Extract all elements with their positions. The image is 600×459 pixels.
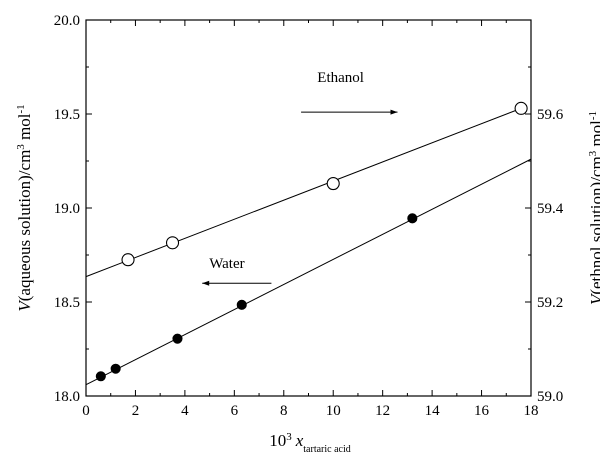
x-tick-label: 2 — [132, 403, 140, 419]
y-left-tick-label: 18.5 — [54, 295, 80, 311]
data-point-water — [172, 333, 183, 344]
y-right-title-italic: V — [587, 292, 600, 305]
plot-frame — [85, 19, 532, 397]
y-right-title-tail: mol — [587, 120, 600, 151]
y-right-title-sup2: -1 — [587, 111, 599, 120]
y-right-axis-title: V(ethnol solution)/cm3 mol-1 — [587, 111, 600, 305]
data-point-ethanol — [514, 101, 528, 115]
data-point-water — [110, 363, 121, 374]
annotation-arrow-head-water — [202, 280, 210, 286]
y-left-tick-label: 19.0 — [54, 201, 80, 217]
x-tick-label: 12 — [375, 403, 390, 419]
y-right-title-main: (ethnol solution)/cm — [587, 156, 600, 294]
x-tick-label: 18 — [524, 403, 539, 419]
data-point-water — [95, 371, 106, 382]
x-axis-title-var: x — [295, 431, 304, 450]
y-left-title-tail: mol — [15, 113, 34, 144]
x-axis-title-base: 10 — [269, 431, 286, 450]
x-tick-label: 6 — [231, 403, 239, 419]
x-tick-label: 10 — [326, 403, 341, 419]
y-left-tick-label: 18.0 — [54, 389, 80, 405]
x-tick-label: 8 — [280, 403, 288, 419]
x-tick-label: 14 — [425, 403, 441, 419]
data-point-ethanol — [165, 236, 180, 250]
fit-lines — [85, 107, 532, 386]
annotation-label-ethanol: Ethanol — [317, 70, 364, 86]
data-points — [95, 101, 528, 382]
annotation-label-water: Water — [209, 256, 244, 272]
x-tick-label: 0 — [82, 403, 90, 419]
x-axis-title-sup: 3 — [286, 431, 292, 443]
y-right-title-sup: 3 — [587, 150, 599, 156]
fit-line-water — [85, 158, 532, 386]
fit-line-ethanol — [85, 107, 522, 278]
y-right-tick-label: 59.6 — [537, 107, 564, 123]
y-left-title-italic: V — [15, 299, 34, 312]
data-point-water — [236, 299, 247, 310]
annotation-arrow-head-ethanol — [390, 109, 398, 115]
y-left-axis-title: V(aqueous solution)/cm3 mol-1 — [15, 104, 34, 311]
x-tick-label: 16 — [474, 403, 490, 419]
y-right-tick-label: 59.4 — [537, 201, 564, 217]
y-left-tick-label: 19.5 — [54, 107, 80, 123]
annotations: Ethanol Water — [202, 70, 398, 286]
y-left-title-sup: 3 — [15, 144, 27, 150]
y-left-tick-label: 20.0 — [54, 13, 80, 29]
y-right-tick-label: 59.0 — [537, 389, 563, 405]
x-tick-label: 4 — [181, 403, 189, 419]
data-point-ethanol — [121, 253, 135, 267]
y-right-tick-label: 59.2 — [537, 295, 563, 311]
data-point-water — [407, 213, 418, 224]
data-point-ethanol — [326, 177, 340, 191]
plot-axes: 0 2 4 6 8 10 12 14 16 18 18.0 18.5 19.0 19.5 20.0 59.0 5… — [54, 13, 564, 419]
x-axis-title: 103 xtartaric acid — [269, 431, 351, 455]
y-left-title-sup2: -1 — [15, 104, 27, 113]
y-left-title-main: (aqueous solution)/cm — [15, 150, 34, 302]
x-axis-title-sub: tartaric acid — [303, 444, 350, 455]
